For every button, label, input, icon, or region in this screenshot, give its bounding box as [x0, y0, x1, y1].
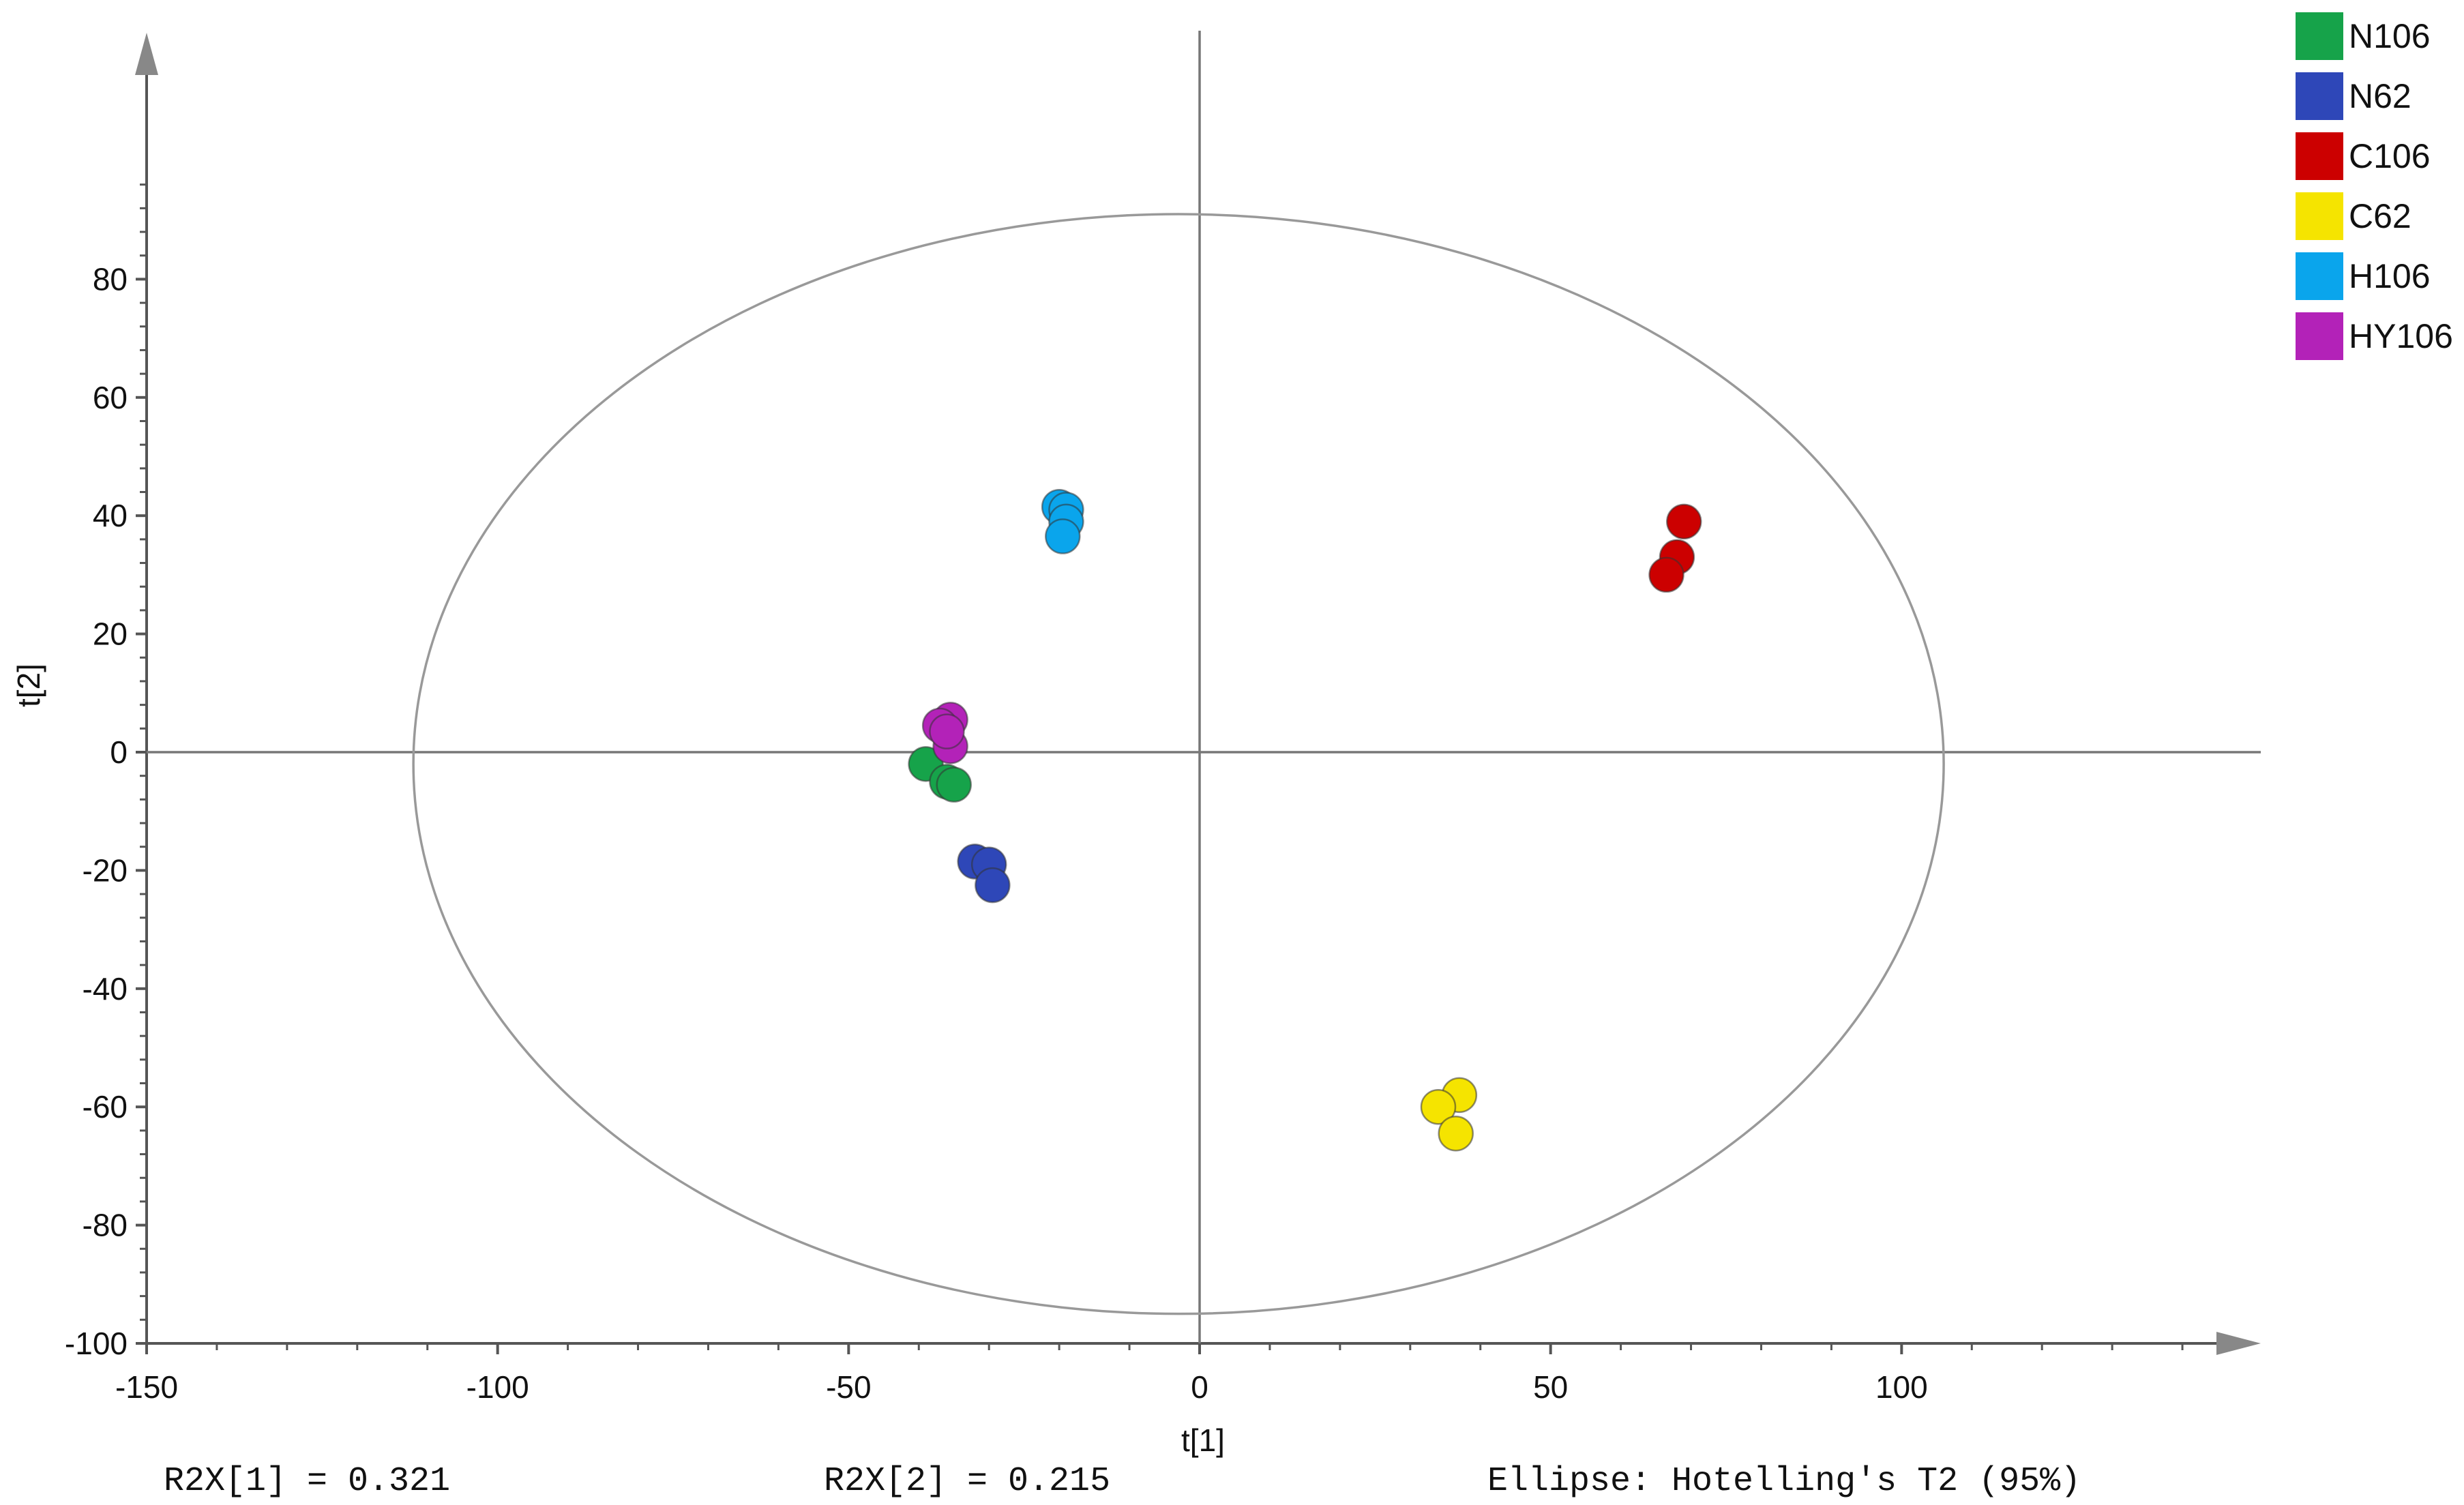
- legend-swatch: [2296, 252, 2343, 300]
- legend-item-n62: N62: [2296, 72, 2411, 120]
- legend-swatch: [2296, 12, 2343, 60]
- legend-item-hy106: HY106: [2296, 312, 2453, 360]
- y-axis-title: t[2]: [11, 664, 46, 707]
- data-points: [908, 488, 1702, 1152]
- legend-item-n106: N106: [2296, 12, 2431, 60]
- hotelling-ellipse-layer: [412, 213, 1945, 1315]
- x-tick-label: 0: [1191, 1369, 1208, 1405]
- axes: [135, 31, 2261, 1355]
- data-point: [1438, 1115, 1474, 1152]
- data-point: [936, 766, 972, 803]
- series-c62: [1420, 1077, 1478, 1152]
- y-axis-arrow: [135, 33, 158, 75]
- ellipse-note: Ellipse: Hotelling's T2 (95%): [1487, 1462, 2081, 1501]
- data-point: [975, 867, 1011, 904]
- series-c106: [1648, 503, 1702, 593]
- y-tick-label: -20: [83, 852, 128, 888]
- legend-label: H106: [2349, 257, 2431, 295]
- legend-item-h106: H106: [2296, 252, 2431, 300]
- x-tick-label: -50: [826, 1369, 871, 1405]
- y-tick-label: -60: [83, 1089, 128, 1124]
- legend-label: HY106: [2349, 317, 2453, 355]
- x-tick-label: 100: [1875, 1369, 1928, 1405]
- legend-swatch: [2296, 72, 2343, 120]
- y-tick-label: 0: [110, 734, 128, 770]
- data-point: [1665, 503, 1702, 540]
- data-point: [1420, 1088, 1457, 1125]
- series-hy106: [921, 702, 968, 764]
- x-axis-arrow: [2216, 1332, 2261, 1355]
- legend-label: C62: [2349, 197, 2411, 235]
- legend-swatch: [2296, 312, 2343, 360]
- y-tick-label: 20: [93, 616, 128, 652]
- y-tick-label: 80: [93, 261, 128, 297]
- x-tick-label: -150: [115, 1369, 178, 1405]
- legend-swatch: [2296, 132, 2343, 180]
- series-n106: [908, 746, 972, 803]
- data-point: [1045, 518, 1081, 554]
- y-tick-label: -100: [65, 1326, 128, 1361]
- y-tick-label: 40: [93, 498, 128, 533]
- legend: N106 N62 C106 C62 H106 HY106: [2296, 12, 2453, 360]
- hotelling-ellipse: [412, 213, 1945, 1315]
- y-tick-label: 60: [93, 380, 128, 415]
- r2x-1-label: R2X[1] = 0.321: [164, 1462, 450, 1501]
- legend-label: N106: [2349, 17, 2431, 55]
- r2x-2-label: R2X[2] = 0.215: [824, 1462, 1110, 1501]
- legend-item-c62: C62: [2296, 192, 2411, 240]
- y-tick-label: -80: [83, 1208, 128, 1243]
- x-tick-label: -100: [466, 1369, 529, 1405]
- series-n62: [957, 844, 1011, 904]
- legend-swatch: [2296, 192, 2343, 240]
- legend-label: N62: [2349, 77, 2411, 115]
- tick-labels: 80 60 40 20 0 -20 -40 -60 -80 -100 -150 -100 -50 0 50 1…: [65, 261, 1928, 1405]
- x-tick-label: 50: [1533, 1369, 1568, 1405]
- y-tick-label: -40: [83, 971, 128, 1007]
- data-point: [929, 713, 965, 749]
- legend-item-c106: C106: [2296, 132, 2431, 180]
- legend-label: C106: [2349, 137, 2431, 175]
- data-point: [1648, 556, 1684, 593]
- series-h106: [1041, 488, 1084, 554]
- x-axis-title: t[1]: [1181, 1422, 1225, 1458]
